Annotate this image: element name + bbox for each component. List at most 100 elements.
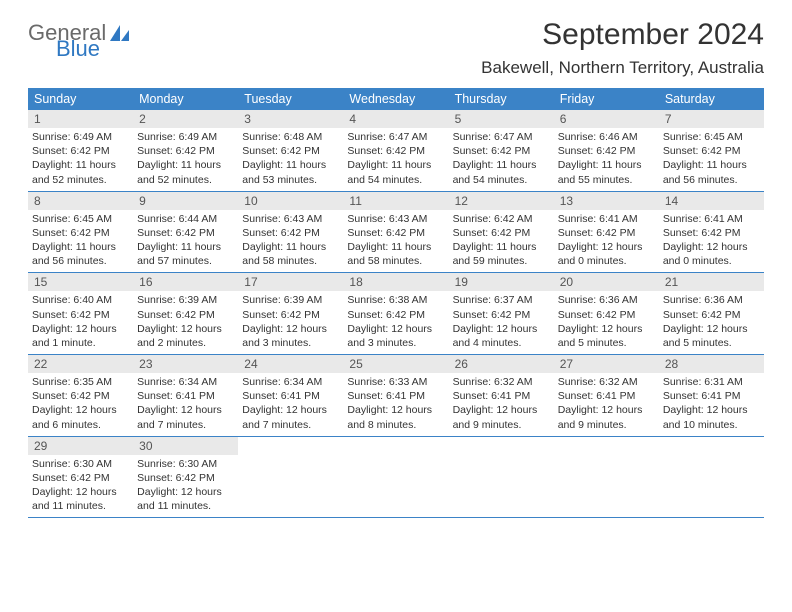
day-number: 30: [133, 437, 238, 455]
day-number: 20: [554, 273, 659, 291]
day-cell-empty: [343, 437, 448, 518]
weekday-header: Sunday: [28, 88, 133, 110]
weekday-header: Friday: [554, 88, 659, 110]
sunset-text: Sunset: 6:42 PM: [347, 308, 444, 322]
daylight-text: Daylight: 12 hours and 6 minutes.: [32, 403, 129, 431]
day-body: Sunrise: 6:41 AMSunset: 6:42 PMDaylight:…: [659, 210, 764, 273]
title-block: September 2024 Bakewell, Northern Territ…: [481, 18, 764, 78]
sunrise-text: Sunrise: 6:30 AM: [32, 457, 129, 471]
daylight-text: Daylight: 12 hours and 2 minutes.: [137, 322, 234, 350]
day-body: Sunrise: 6:39 AMSunset: 6:42 PMDaylight:…: [238, 291, 343, 354]
sunrise-text: Sunrise: 6:45 AM: [663, 130, 760, 144]
sunset-text: Sunset: 6:42 PM: [137, 144, 234, 158]
daylight-text: Daylight: 12 hours and 4 minutes.: [453, 322, 550, 350]
daylight-text: Daylight: 12 hours and 0 minutes.: [663, 240, 760, 268]
brand-text-2: Blue: [56, 38, 131, 60]
sunset-text: Sunset: 6:42 PM: [453, 226, 550, 240]
sunrise-text: Sunrise: 6:49 AM: [137, 130, 234, 144]
sunset-text: Sunset: 6:42 PM: [663, 226, 760, 240]
sunrise-text: Sunrise: 6:47 AM: [347, 130, 444, 144]
calendar-week-row: 29Sunrise: 6:30 AMSunset: 6:42 PMDayligh…: [28, 437, 764, 519]
day-body: Sunrise: 6:47 AMSunset: 6:42 PMDaylight:…: [449, 128, 554, 191]
day-number: 9: [133, 192, 238, 210]
daylight-text: Daylight: 12 hours and 0 minutes.: [558, 240, 655, 268]
sunrise-text: Sunrise: 6:32 AM: [558, 375, 655, 389]
day-body: Sunrise: 6:30 AMSunset: 6:42 PMDaylight:…: [28, 455, 133, 518]
day-number: 29: [28, 437, 133, 455]
day-cell: 9Sunrise: 6:44 AMSunset: 6:42 PMDaylight…: [133, 192, 238, 273]
day-cell: 6Sunrise: 6:46 AMSunset: 6:42 PMDaylight…: [554, 110, 659, 191]
sunset-text: Sunset: 6:42 PM: [32, 389, 129, 403]
sunset-text: Sunset: 6:42 PM: [137, 308, 234, 322]
day-body: Sunrise: 6:31 AMSunset: 6:41 PMDaylight:…: [659, 373, 764, 436]
sunrise-text: Sunrise: 6:43 AM: [347, 212, 444, 226]
day-cell: 30Sunrise: 6:30 AMSunset: 6:42 PMDayligh…: [133, 437, 238, 518]
daylight-text: Daylight: 12 hours and 11 minutes.: [137, 485, 234, 513]
sunset-text: Sunset: 6:42 PM: [347, 144, 444, 158]
daylight-text: Daylight: 12 hours and 7 minutes.: [242, 403, 339, 431]
sunset-text: Sunset: 6:41 PM: [347, 389, 444, 403]
day-number: 13: [554, 192, 659, 210]
sunrise-text: Sunrise: 6:40 AM: [32, 293, 129, 307]
day-number: 3: [238, 110, 343, 128]
daylight-text: Daylight: 11 hours and 58 minutes.: [347, 240, 444, 268]
daylight-text: Daylight: 12 hours and 11 minutes.: [32, 485, 129, 513]
sunset-text: Sunset: 6:42 PM: [32, 471, 129, 485]
sunset-text: Sunset: 6:42 PM: [137, 471, 234, 485]
calendar-week-row: 1Sunrise: 6:49 AMSunset: 6:42 PMDaylight…: [28, 110, 764, 192]
daylight-text: Daylight: 12 hours and 9 minutes.: [453, 403, 550, 431]
day-body: Sunrise: 6:32 AMSunset: 6:41 PMDaylight:…: [554, 373, 659, 436]
sunrise-text: Sunrise: 6:44 AM: [137, 212, 234, 226]
sunset-text: Sunset: 6:41 PM: [663, 389, 760, 403]
brand-logo: General Blue: [28, 22, 131, 60]
day-cell: 24Sunrise: 6:34 AMSunset: 6:41 PMDayligh…: [238, 355, 343, 436]
sunrise-text: Sunrise: 6:36 AM: [558, 293, 655, 307]
day-cell-empty: [449, 437, 554, 518]
day-number: 6: [554, 110, 659, 128]
day-body: Sunrise: 6:38 AMSunset: 6:42 PMDaylight:…: [343, 291, 448, 354]
day-cell: 23Sunrise: 6:34 AMSunset: 6:41 PMDayligh…: [133, 355, 238, 436]
sunrise-text: Sunrise: 6:38 AM: [347, 293, 444, 307]
day-number: 12: [449, 192, 554, 210]
day-number: 22: [28, 355, 133, 373]
day-body: Sunrise: 6:45 AMSunset: 6:42 PMDaylight:…: [659, 128, 764, 191]
day-number: 2: [133, 110, 238, 128]
sunset-text: Sunset: 6:42 PM: [242, 226, 339, 240]
day-cell: 7Sunrise: 6:45 AMSunset: 6:42 PMDaylight…: [659, 110, 764, 191]
day-cell: 1Sunrise: 6:49 AMSunset: 6:42 PMDaylight…: [28, 110, 133, 191]
day-body: Sunrise: 6:36 AMSunset: 6:42 PMDaylight:…: [659, 291, 764, 354]
sunrise-text: Sunrise: 6:39 AM: [242, 293, 339, 307]
day-number: 18: [343, 273, 448, 291]
month-title: September 2024: [481, 18, 764, 52]
day-cell: 16Sunrise: 6:39 AMSunset: 6:42 PMDayligh…: [133, 273, 238, 354]
day-number: 27: [554, 355, 659, 373]
sunrise-text: Sunrise: 6:39 AM: [137, 293, 234, 307]
weekday-header: Wednesday: [343, 88, 448, 110]
daylight-text: Daylight: 11 hours and 52 minutes.: [32, 158, 129, 186]
sunset-text: Sunset: 6:42 PM: [32, 308, 129, 322]
header: General Blue September 2024 Bakewell, No…: [28, 18, 764, 78]
daylight-text: Daylight: 12 hours and 5 minutes.: [663, 322, 760, 350]
calendar-week-row: 22Sunrise: 6:35 AMSunset: 6:42 PMDayligh…: [28, 355, 764, 437]
day-body: Sunrise: 6:42 AMSunset: 6:42 PMDaylight:…: [449, 210, 554, 273]
day-number: 25: [343, 355, 448, 373]
day-body: Sunrise: 6:47 AMSunset: 6:42 PMDaylight:…: [343, 128, 448, 191]
sunset-text: Sunset: 6:42 PM: [558, 226, 655, 240]
day-cell: 14Sunrise: 6:41 AMSunset: 6:42 PMDayligh…: [659, 192, 764, 273]
day-cell: 20Sunrise: 6:36 AMSunset: 6:42 PMDayligh…: [554, 273, 659, 354]
day-body: Sunrise: 6:46 AMSunset: 6:42 PMDaylight:…: [554, 128, 659, 191]
sunset-text: Sunset: 6:42 PM: [663, 144, 760, 158]
sunset-text: Sunset: 6:42 PM: [242, 144, 339, 158]
sunset-text: Sunset: 6:42 PM: [347, 226, 444, 240]
day-cell: 26Sunrise: 6:32 AMSunset: 6:41 PMDayligh…: [449, 355, 554, 436]
day-cell: 2Sunrise: 6:49 AMSunset: 6:42 PMDaylight…: [133, 110, 238, 191]
weekday-header-row: Sunday Monday Tuesday Wednesday Thursday…: [28, 88, 764, 110]
sunrise-text: Sunrise: 6:46 AM: [558, 130, 655, 144]
daylight-text: Daylight: 11 hours and 54 minutes.: [453, 158, 550, 186]
day-number: 15: [28, 273, 133, 291]
sunrise-text: Sunrise: 6:43 AM: [242, 212, 339, 226]
weekday-header: Tuesday: [238, 88, 343, 110]
calendar-week-row: 8Sunrise: 6:45 AMSunset: 6:42 PMDaylight…: [28, 192, 764, 274]
sunset-text: Sunset: 6:41 PM: [242, 389, 339, 403]
sunrise-text: Sunrise: 6:32 AM: [453, 375, 550, 389]
